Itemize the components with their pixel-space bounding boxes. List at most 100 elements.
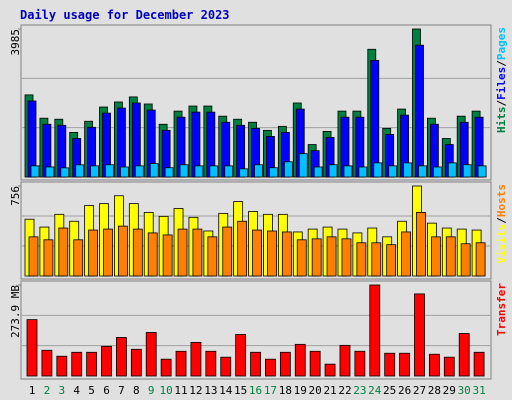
bar	[101, 345, 112, 377]
x-tick-label: 12	[189, 384, 202, 397]
x-tick-label: 25	[383, 384, 396, 397]
x-tick-label: 13	[204, 384, 217, 397]
bar	[415, 44, 424, 178]
bar	[207, 236, 218, 277]
bar	[164, 167, 174, 178]
legend-separator: /	[495, 100, 508, 107]
bar	[86, 351, 98, 377]
bar	[134, 165, 144, 178]
x-tick-label: 11	[174, 384, 187, 397]
x-tick-label: 21	[323, 384, 336, 397]
x-tick-label: 16	[249, 384, 262, 397]
bar	[254, 164, 263, 178]
y-tick-label: 756	[9, 186, 22, 206]
bar	[209, 165, 219, 178]
x-tick-label: 27	[413, 384, 426, 397]
bar	[432, 166, 442, 178]
bar	[120, 166, 129, 178]
bar	[341, 238, 352, 277]
x-tick-label: 19	[294, 384, 307, 397]
bar	[237, 220, 248, 277]
bar	[145, 332, 157, 377]
x-tick-label: 14	[219, 384, 233, 397]
legend-entry: Files	[495, 67, 508, 100]
x-tick-label: 8	[133, 384, 140, 397]
x-tick-label: 2	[44, 384, 51, 397]
x-tick-label: 28	[428, 384, 441, 397]
x-tick-label: 22	[338, 384, 351, 397]
legend: Hits/Files/Pages	[495, 27, 508, 133]
x-tick-label: 1	[29, 384, 36, 397]
bar	[30, 165, 40, 178]
bar	[443, 356, 455, 377]
bar	[45, 166, 55, 178]
bar	[105, 164, 114, 178]
y-tick-label: 273.9 MB	[9, 285, 22, 338]
bar	[371, 242, 382, 277]
bar	[267, 230, 277, 277]
x-tick-label: 4	[73, 384, 80, 397]
bar	[116, 337, 127, 377]
bar	[103, 228, 113, 277]
x-tick-label: 9	[148, 384, 155, 397]
bar	[88, 229, 99, 277]
legend-entry: Hits	[495, 107, 508, 134]
bar	[369, 284, 381, 377]
bar	[162, 234, 173, 277]
y-tick-label: 3985	[9, 29, 22, 56]
bar	[190, 341, 202, 377]
bar	[175, 350, 187, 377]
legend-separator: /	[495, 60, 508, 67]
bar	[250, 351, 261, 377]
bar	[418, 165, 427, 178]
bar	[339, 344, 351, 377]
bar	[430, 236, 441, 277]
bar	[298, 153, 308, 178]
bar	[473, 351, 485, 377]
bar	[281, 231, 292, 277]
bar	[458, 333, 470, 377]
bar	[130, 348, 142, 377]
x-tick-label: 20	[309, 384, 322, 397]
bar	[41, 349, 53, 377]
bar	[447, 162, 457, 178]
bar	[179, 164, 189, 178]
bar	[428, 353, 440, 377]
chart-title: Daily usage for December 2023	[20, 8, 230, 22]
legend-entry: Transfer	[495, 283, 508, 336]
bar	[477, 165, 487, 178]
bar	[296, 239, 307, 277]
bar	[373, 162, 383, 178]
bar	[265, 358, 276, 377]
x-tick-label: 31	[472, 384, 485, 397]
bar	[311, 238, 322, 277]
bar	[401, 231, 411, 277]
bar	[60, 167, 70, 178]
bar	[313, 166, 323, 178]
bar	[160, 358, 172, 377]
bar	[354, 350, 366, 377]
bar	[356, 242, 367, 277]
bar	[43, 239, 54, 277]
bar	[252, 229, 262, 277]
x-tick-label: 15	[234, 384, 247, 397]
bar	[75, 164, 85, 178]
bar	[220, 356, 232, 377]
legend-separator: /	[495, 217, 508, 224]
bar	[399, 352, 410, 377]
bar	[222, 226, 233, 277]
x-tick-label: 7	[118, 384, 125, 397]
x-tick-label: 17	[264, 384, 277, 397]
bar	[462, 164, 472, 178]
bar	[445, 236, 456, 277]
bar	[118, 225, 128, 277]
bar	[460, 243, 471, 277]
bar	[58, 227, 69, 277]
bar	[224, 165, 234, 178]
bar	[324, 363, 336, 377]
bar	[205, 350, 217, 377]
bar	[279, 351, 291, 377]
bar	[416, 212, 426, 277]
